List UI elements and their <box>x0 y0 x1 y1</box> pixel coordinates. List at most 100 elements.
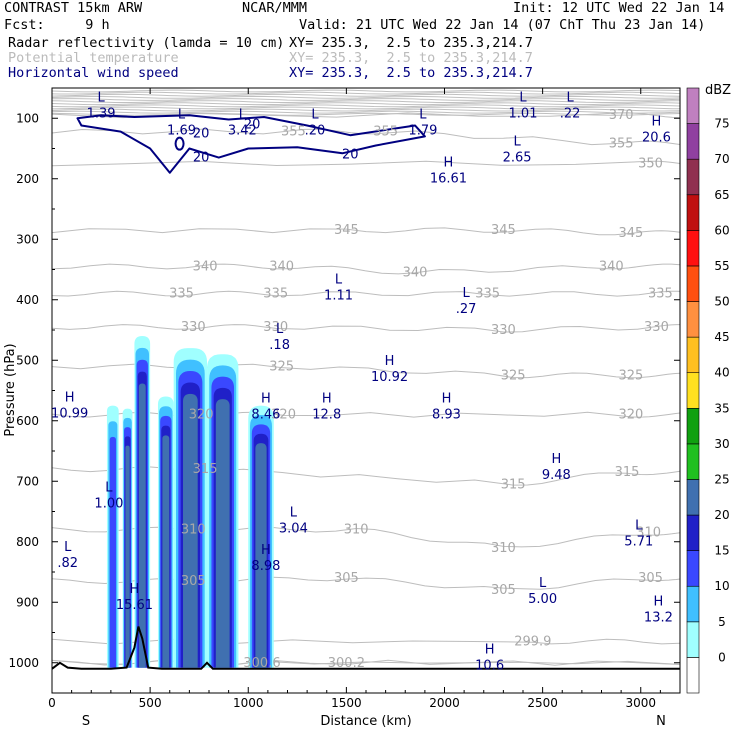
extremum-type: H <box>442 392 452 407</box>
extremum-type: L <box>105 481 113 496</box>
extremum-type: L <box>519 90 527 105</box>
theta-line-335 <box>52 290 680 297</box>
theta-line-upper <box>52 89 680 93</box>
extremum-value: 1.11 <box>324 288 353 303</box>
colorbar-level-label: 65 <box>714 188 729 202</box>
colorbar-swatch <box>686 550 700 587</box>
y-tick-label: 600 <box>16 414 39 428</box>
reflectivity-cell-2-level-25 <box>138 383 146 668</box>
theta-contour-label: 355 <box>609 137 634 152</box>
colorbar-swatch <box>686 158 700 196</box>
theta-contour-label: 305 <box>334 571 359 586</box>
theta-contour-label: 335 <box>475 287 500 302</box>
theta-contour-label: 350 <box>638 157 663 172</box>
extremum-type: L <box>335 272 343 287</box>
theta-line-345 <box>52 227 680 236</box>
header-line1-mid: NCAR/MMM <box>242 0 308 16</box>
theta-contour-labels: 300.6 300.2 299.9 305 305 305 305 310 310 310 310 3… <box>169 108 673 671</box>
theta-contour-label: 299.9 <box>514 635 551 650</box>
colorbar-level-label: 60 <box>714 223 729 237</box>
field-name-theta: Potential temperature <box>8 50 179 66</box>
colorbar-level-label: 70 <box>714 152 729 166</box>
x-end-label-north: N <box>656 714 666 729</box>
theta-line-upper <box>52 93 680 97</box>
colorbar-level-label: 40 <box>714 366 729 380</box>
colorbar-level-label: 25 <box>714 472 729 486</box>
extremum-type: L <box>566 90 574 105</box>
theta-contour-label: 310 <box>491 541 516 556</box>
colorbar-unit: dBZ <box>705 83 731 98</box>
colorbar-swatch <box>686 372 700 409</box>
extremum-value: 3.04 <box>279 521 308 536</box>
theta-line-320 <box>52 411 680 418</box>
theta-contour-label: 300.2 <box>328 656 365 671</box>
extremum-value: 15.61 <box>116 598 153 613</box>
y-tick-label: 700 <box>16 474 39 488</box>
x-tick-label: 0 <box>48 696 56 710</box>
theta-line-upper <box>52 108 680 112</box>
x-tick-label: 2000 <box>429 696 460 710</box>
x-tick-label: 500 <box>139 696 162 710</box>
colorbar-level-label: 0 <box>718 650 726 664</box>
extremum-type: H <box>485 643 495 658</box>
colorbar-swatch <box>686 443 700 480</box>
theta-contour-label: 340 <box>599 259 624 274</box>
extremum-value: 8.98 <box>251 559 280 574</box>
theta-contour-label: 355 <box>281 125 306 140</box>
field-xy-reflectivity: XY= 235.3, 2.5 to 235.3,214.7 <box>289 35 533 51</box>
theta-contour-label: 325 <box>619 368 644 383</box>
extremum-value: .27 <box>456 302 477 317</box>
theta-contour-label: 345 <box>334 223 359 238</box>
extremum-value: .20 <box>305 123 326 138</box>
extremum-value: 20.6 <box>642 131 671 146</box>
theta-contour-label: 320 <box>619 408 644 423</box>
extremum-type: L <box>178 107 186 122</box>
theta-contour-label: 340 <box>193 259 218 274</box>
y-tick-label: 900 <box>16 595 39 609</box>
reflectivity-cell-5-level-25 <box>215 399 230 668</box>
y-tick-label: 1000 <box>8 656 39 670</box>
theta-contour-label: 345 <box>491 223 516 238</box>
extremum-value: 5.00 <box>528 592 557 607</box>
y-axis-label: Pressure (hPa) <box>3 343 18 436</box>
colorbar-swatch <box>686 301 700 338</box>
colorbar-swatch <box>686 585 700 623</box>
extremum-type: L <box>97 90 105 105</box>
extremum-value: .18 <box>269 338 290 353</box>
theta-contour-label: 310 <box>344 523 369 538</box>
colorbar-level-label: 30 <box>714 437 729 451</box>
colorbar-swatch <box>686 407 700 445</box>
extremum-value: 1.39 <box>87 106 116 121</box>
colorbar-level-label: 35 <box>714 401 729 415</box>
theta-line-upper <box>52 91 680 95</box>
theta-contour-label: 315 <box>615 465 640 480</box>
reflectivity-cell-1-level-25 <box>125 445 130 668</box>
wind-contour-small <box>174 136 185 151</box>
colorbar-swatch <box>686 230 700 267</box>
extremum-type: H <box>444 156 454 171</box>
extremum-type: H <box>385 354 395 369</box>
y-tick-label: 800 <box>16 535 39 549</box>
field-name-reflectivity: Radar reflectivity (lamda = 10 cm) <box>8 35 285 51</box>
extremum-type: L <box>462 286 470 301</box>
extremum-value: 13.2 <box>644 610 673 625</box>
theta-line-300.2 <box>52 659 680 666</box>
extremum-type: L <box>539 576 547 591</box>
extremum-type: H <box>261 392 271 407</box>
extremum-type: L <box>311 107 319 122</box>
y-tick-label: 200 <box>16 172 39 186</box>
x-axis-label: Distance (km) <box>320 714 411 729</box>
x-end-label-south: S <box>82 714 90 729</box>
extremum-type: H <box>652 115 662 130</box>
extremum-value: 1.01 <box>509 106 538 121</box>
reflectivity-cell-6-level-25 <box>255 443 267 668</box>
theta-contour-label: 305 <box>638 571 663 586</box>
colorbar-swatch <box>686 336 700 374</box>
wind-contour-label: 20 <box>193 126 210 141</box>
extremum-value: 12.8 <box>312 408 341 423</box>
extremum-type: H <box>551 452 561 467</box>
theta-line-upper <box>52 96 680 99</box>
theta-contour-label: 310 <box>181 523 206 538</box>
theta-contour-label: 340 <box>269 259 294 274</box>
extremum-type: H <box>65 390 75 405</box>
